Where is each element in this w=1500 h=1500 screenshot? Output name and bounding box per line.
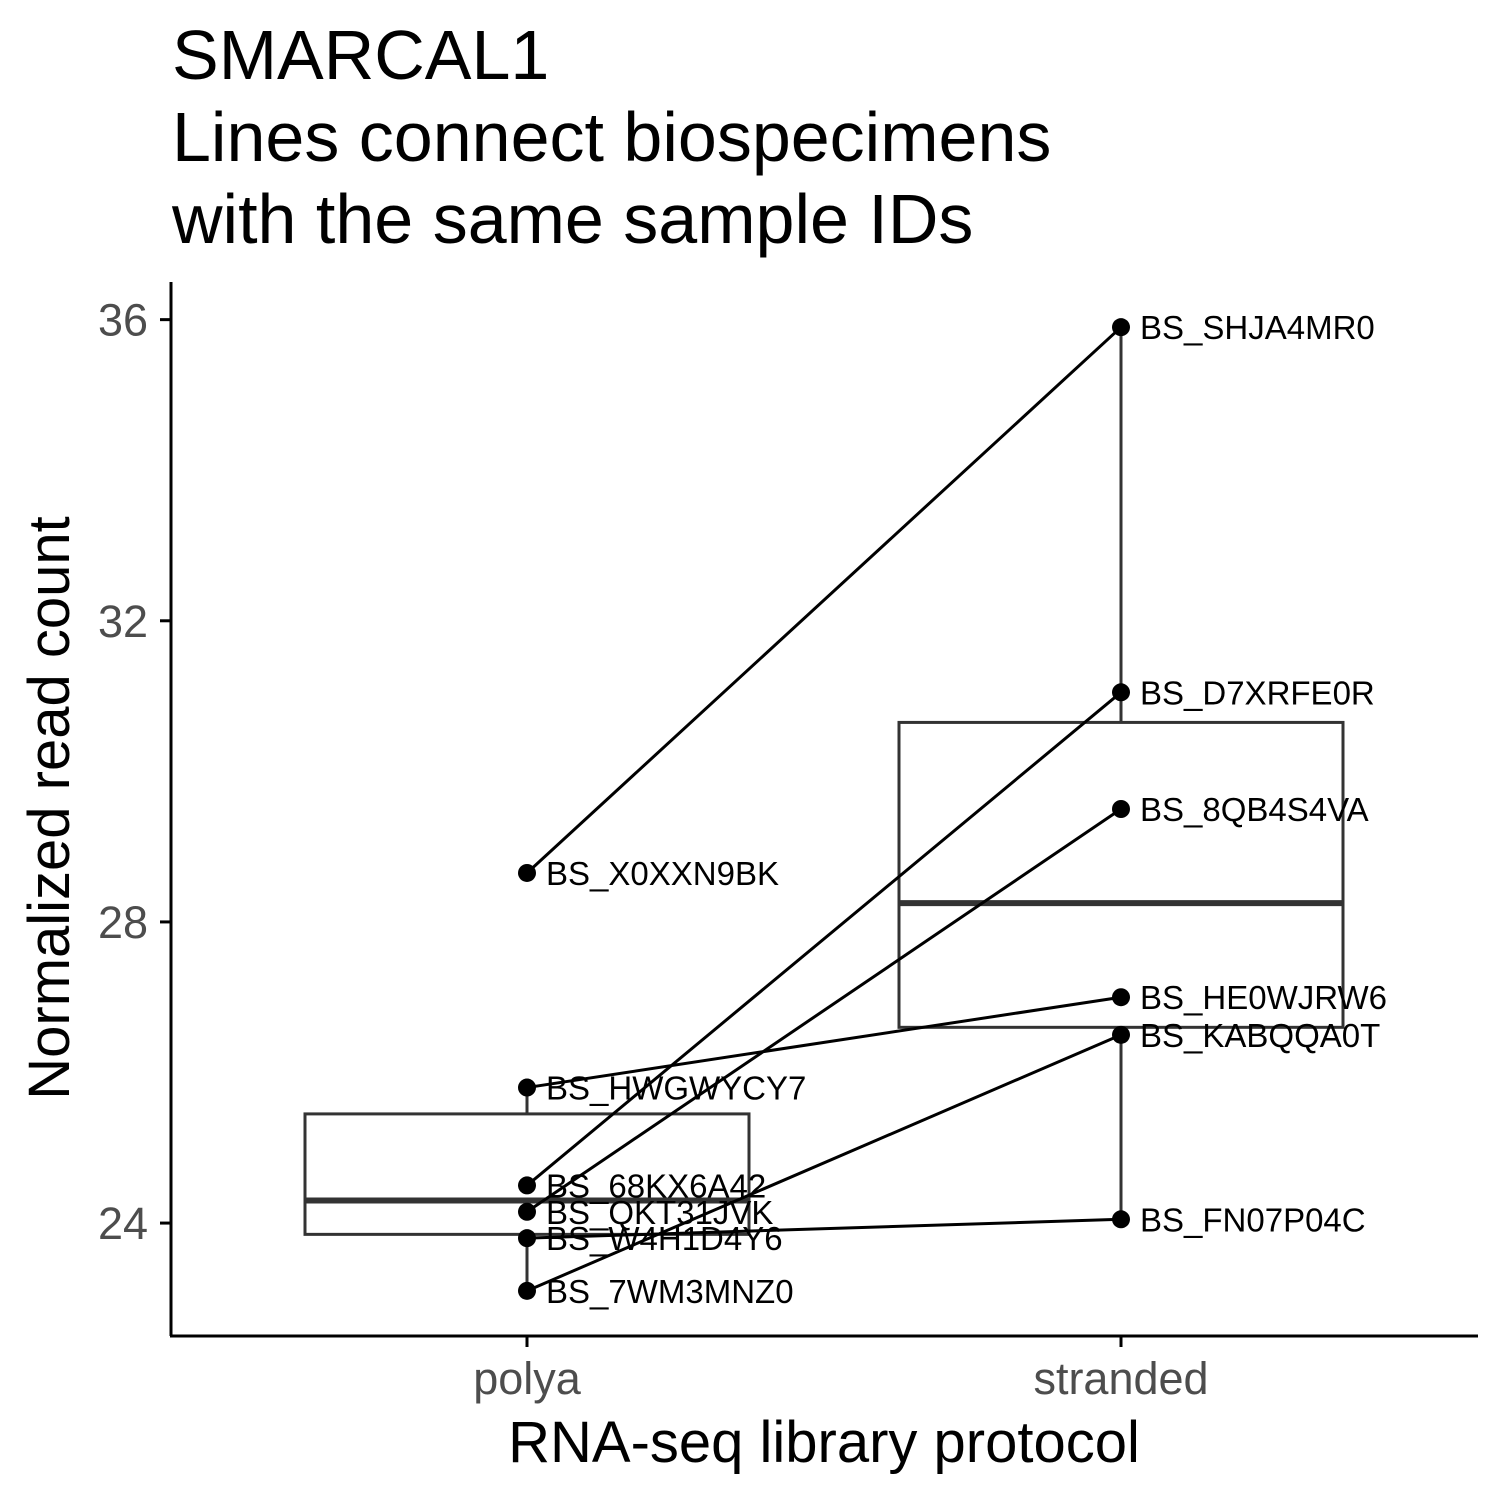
data-point-BS_FN07P04C bbox=[1112, 1210, 1130, 1229]
points-layer: BS_X0XXN9BK BS_HWGWYCY7 BS_68KX6A42BS_QKT3… bbox=[518, 309, 1387, 1310]
y-tick-label-0: 24 bbox=[98, 1198, 148, 1249]
point-label-BS_KABQQA0T: BS_KABQQA0T bbox=[1140, 1017, 1380, 1054]
point-label-BS_D7XRFE0R: BS_D7XRFE0R bbox=[1140, 674, 1375, 711]
data-point-BS_HE0WJRW6 bbox=[1112, 988, 1130, 1007]
point-label-BS_FN07P04C: BS_FN07P04C bbox=[1140, 1201, 1366, 1238]
pair-line-5 bbox=[526, 1217, 1122, 1240]
point-label-BS_7WM3MNZ0: BS_7WM3MNZ0 bbox=[546, 1273, 794, 1310]
x-tick-label-0: polya bbox=[473, 1353, 582, 1404]
pair-line-2 bbox=[526, 807, 1122, 1214]
box-stranded bbox=[897, 327, 1345, 1220]
pair-line-3 bbox=[526, 995, 1122, 1090]
data-point-BS_KABQQA0T bbox=[1112, 1025, 1130, 1044]
point-label-BS_W4H1D4Y6: BS_W4H1D4Y6 bbox=[546, 1220, 783, 1257]
data-point-BS_68KX6A42 bbox=[518, 1176, 536, 1195]
chart-subtitle-line-2: with the same sample IDs bbox=[172, 180, 974, 258]
point-label-BS_SHJA4MR0: BS_SHJA4MR0 bbox=[1140, 309, 1375, 346]
data-point-BS_QKT31JVK bbox=[518, 1202, 536, 1221]
point-label-BS_68KX6A42: BS_68KX6A42 bbox=[546, 1167, 766, 1204]
chart-title-block: SMARCAL1 Lines connect biospecimens with… bbox=[172, 14, 1051, 260]
data-point-BS_8QB4S4VA bbox=[1112, 800, 1130, 818]
point-label-BS_8QB4S4VA: BS_8QB4S4VA bbox=[1140, 791, 1369, 828]
y-tick-label-2: 32 bbox=[98, 596, 148, 647]
data-point-BS_HWGWYCY7 bbox=[518, 1078, 536, 1097]
data-point-BS_X0XXN9BK bbox=[518, 863, 536, 882]
data-point-BS_D7XRFE0R bbox=[1112, 683, 1130, 702]
pair-lines-layer bbox=[525, 326, 1123, 1293]
axes-layer: 24 28 32 36 polya stranded bbox=[98, 282, 1478, 1404]
y-tick-label-1: 28 bbox=[98, 897, 148, 948]
data-point-BS_SHJA4MR0 bbox=[1112, 318, 1130, 337]
pair-line-4 bbox=[526, 1033, 1122, 1293]
point-label-BS_HWGWYCY7: BS_HWGWYCY7 bbox=[546, 1070, 806, 1107]
pair-line-1 bbox=[526, 691, 1122, 1187]
x-tick-label-1: stranded bbox=[1033, 1353, 1208, 1404]
point-label-BS_X0XXN9BK: BS_X0XXN9BK bbox=[546, 855, 779, 892]
y-axis-title: Normalized read count bbox=[17, 516, 82, 1100]
chart-title: SMARCAL1 bbox=[172, 16, 550, 94]
data-point-BS_7WM3MNZ0 bbox=[518, 1281, 536, 1300]
pair-line-0 bbox=[525, 326, 1123, 875]
chart-subtitle-line-1: Lines connect biospecimens bbox=[172, 98, 1052, 176]
point-label-BS_HE0WJRW6: BS_HE0WJRW6 bbox=[1140, 979, 1387, 1016]
data-point-BS_W4H1D4Y6 bbox=[518, 1229, 536, 1248]
x-axis-title: RNA-seq library protocol bbox=[508, 1410, 1140, 1475]
point-label-BS_QKT31JVK: BS_QKT31JVK bbox=[546, 1194, 773, 1231]
y-tick-label-3: 36 bbox=[98, 295, 148, 346]
